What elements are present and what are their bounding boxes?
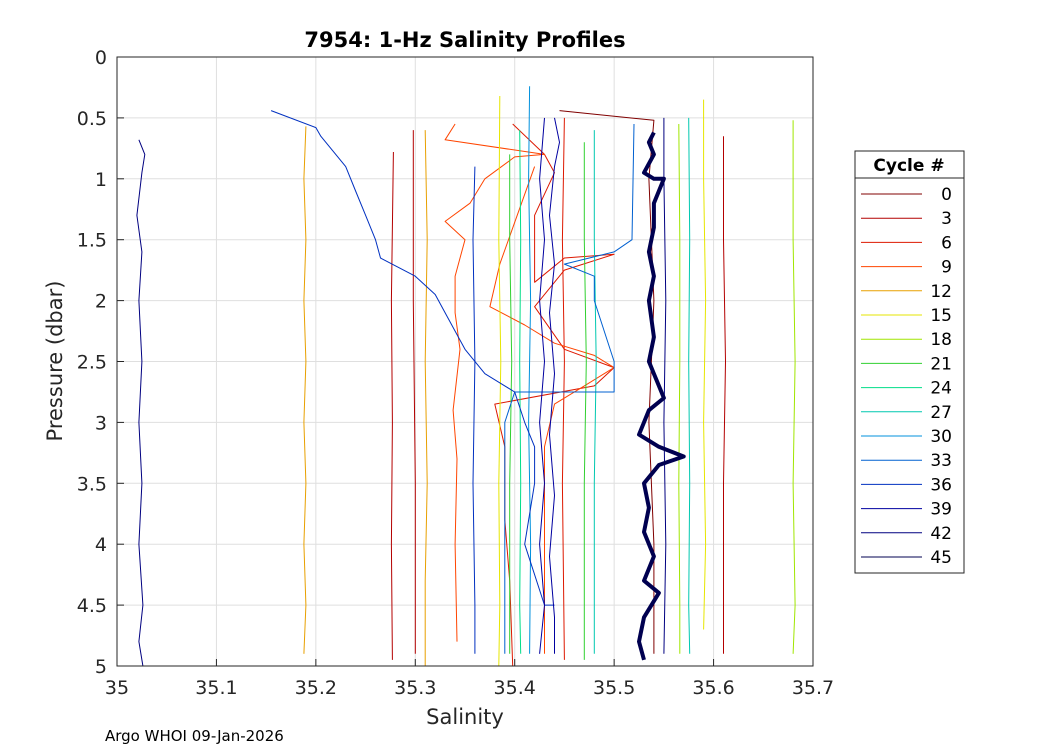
series-line-cycle-12 <box>303 126 307 654</box>
legend-label-18: 18 <box>930 330 952 350</box>
x-tick-label: 35.2 <box>295 677 337 699</box>
series-line-cycle-36 <box>270 110 555 606</box>
x-tick-label: 35.6 <box>692 677 734 699</box>
y-tick-label: 3.5 <box>77 473 107 495</box>
chart-title: 7954: 1-Hz Salinity Profiles <box>304 28 625 52</box>
x-tick-label: 35.3 <box>394 677 436 699</box>
legend-label-33: 33 <box>930 451 952 471</box>
legend-label-21: 21 <box>930 354 952 374</box>
series-line-cycle-21 <box>583 142 587 660</box>
legend-label-42: 42 <box>930 524 952 544</box>
y-axis: 0 0.5 1 1.5 2 2.5 3 3.5 4 4.5 5 <box>77 47 124 678</box>
series-line-cycle-42b <box>136 139 146 667</box>
series-line-cycle-9 <box>444 123 545 642</box>
footer-credit: Argo WHOI 09-Jan-2026 <box>105 727 284 745</box>
series-line-cycle-27b <box>593 130 597 654</box>
legend-label-9: 9 <box>941 258 952 278</box>
series-line-cycle-21b <box>509 154 513 654</box>
legend-label-6: 6 <box>941 233 952 253</box>
series-line-cycle-3b <box>390 151 394 660</box>
legend-label-0: 0 <box>941 185 952 205</box>
series-line-cycle-27 <box>688 117 691 654</box>
series-line-cycle-24 <box>519 130 522 654</box>
series-line-cycle-39 <box>539 117 545 654</box>
x-tick-label: 35 <box>105 677 129 699</box>
y-tick-label: 1.5 <box>77 230 107 252</box>
legend-title: Cycle # <box>873 156 944 176</box>
y-tick-label: 2 <box>95 291 107 313</box>
series-layer <box>136 86 796 667</box>
series-line-cycle-36b <box>472 166 476 654</box>
series-line-cycle-18 <box>792 120 796 654</box>
y-axis-label: Pressure (dbar) <box>43 281 67 442</box>
series-line-cycle-3c <box>412 130 416 654</box>
series-line-cycle-45 <box>637 131 686 661</box>
legend-label-24: 24 <box>930 379 952 399</box>
series-line-cycle-39b <box>549 117 560 654</box>
series-line-cycle-15 <box>498 95 502 667</box>
legend-label-27: 27 <box>930 403 952 423</box>
x-tick-label: 35.7 <box>792 677 834 699</box>
series-line-cycle-9b <box>489 166 615 654</box>
y-tick-label: 4 <box>95 534 107 556</box>
y-tick-label: 5 <box>95 656 107 678</box>
x-tick-label: 35.5 <box>593 677 635 699</box>
x-axis: 35 35.1 35.2 35.3 35.4 35.5 35.6 35.7 <box>105 659 834 699</box>
x-tick-label: 35.1 <box>195 677 237 699</box>
series-line-cycle-42 <box>663 117 667 654</box>
series-line-cycle-12b <box>424 130 428 666</box>
legend-label-12: 12 <box>930 282 952 302</box>
y-tick-label: 1 <box>95 169 107 191</box>
y-tick-label: 0 <box>95 47 107 69</box>
series-line-cycle-15b <box>703 99 707 630</box>
legend-label-39: 39 <box>930 500 952 520</box>
legend-label-30: 30 <box>930 427 952 447</box>
series-line-cycle-0 <box>559 110 655 654</box>
y-tick-label: 2.5 <box>77 352 107 374</box>
y-tick-label: 0.5 <box>77 108 107 130</box>
legend-box <box>854 150 965 574</box>
legend-label-15: 15 <box>930 306 952 326</box>
legend-label-3: 3 <box>941 209 952 229</box>
y-tick-label: 3 <box>95 412 107 434</box>
series-line-cycle-3 <box>723 136 726 654</box>
x-tick-label: 35.4 <box>494 677 536 699</box>
legend-label-36: 36 <box>930 475 952 495</box>
x-axis-label: Salinity <box>426 705 504 729</box>
series-line-cycle-18b <box>678 123 681 654</box>
series-line-cycle-33 <box>504 123 635 654</box>
y-tick-label: 4.5 <box>77 595 107 617</box>
legend-label-45: 45 <box>930 548 952 568</box>
series-line-cycle-6 <box>561 117 565 660</box>
